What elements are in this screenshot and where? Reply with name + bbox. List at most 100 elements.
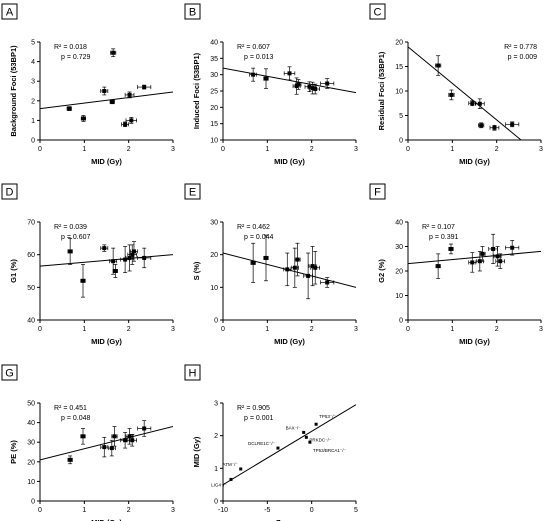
data-point [109, 446, 114, 451]
data-point [510, 122, 515, 127]
panel-letter: G [5, 368, 14, 380]
regression-line [408, 250, 541, 265]
data-point [131, 249, 136, 254]
panel-letter: D [6, 187, 14, 199]
y-tick-label: 30 [210, 72, 218, 79]
regression-line [223, 67, 356, 94]
point-annotation: LIG4⁻/⁻ [211, 482, 227, 487]
x-tick-label: 3 [171, 507, 175, 514]
data-point [436, 63, 441, 68]
y-tick-label: 0 [31, 499, 35, 506]
x-tick-label: 2 [127, 326, 131, 333]
y-tick-label: 30 [395, 244, 403, 251]
x-tick-label: 3 [354, 326, 358, 333]
data-point [308, 440, 312, 444]
y-tick-label: 20 [395, 269, 403, 276]
data-point [325, 81, 330, 86]
data-point [436, 264, 441, 269]
y-axis-label: G1 (%) [9, 259, 18, 283]
data-point [81, 434, 86, 439]
x-tick-label: 1 [82, 507, 86, 514]
y-axis-label: Residual Foci (53BP1) [377, 51, 386, 130]
data-point [142, 85, 147, 90]
x-tick-label: 2 [495, 326, 499, 333]
point-annotation: TP53/BRCA1⁻/⁻ [313, 448, 347, 453]
y-tick-label: 0 [399, 138, 403, 145]
y-tick-label: 40 [395, 220, 403, 227]
p-value-label: p = 0.048 [61, 415, 90, 422]
data-point [251, 72, 256, 77]
point-annotation: DCLRE1C⁻/⁻ [248, 441, 276, 446]
data-point [325, 280, 330, 285]
y-axis-label: Induced Foci (53BP1) [192, 52, 201, 129]
x-axis-label: MID (Gy) [459, 337, 490, 346]
data-point [112, 434, 117, 439]
panel-letter-box [1, 183, 18, 200]
x-axis-label: MID (Gy) [91, 157, 122, 166]
data-point [285, 267, 290, 272]
data-point [477, 259, 482, 264]
panel-b: B 0 1 2 3 10 15 20 25 30 35 40 MID (Gy) Induced Foci … [184, 3, 358, 166]
p-value-label: p = 0.391 [429, 234, 458, 241]
y-tick-label: 10 [210, 138, 218, 145]
p-value-label: p = 0.044 [244, 234, 273, 241]
data-point [113, 269, 118, 273]
r-squared-label: R² = 0.607 [237, 44, 270, 51]
regression-line [223, 404, 356, 486]
x-tick-label: 1 [82, 146, 86, 153]
y-tick-label: 70 [27, 220, 35, 227]
y-tick-label: 20 [210, 252, 218, 259]
point-annotation: ATM⁻/⁻ [223, 462, 239, 467]
regression-line [408, 46, 522, 140]
x-tick-label: 1 [265, 146, 269, 153]
y-tick-label: 10 [210, 285, 218, 292]
data-point [492, 125, 497, 130]
data-point [130, 438, 135, 443]
x-axis-label: MID (Gy) [274, 337, 305, 346]
y-axis-label: Background Foci (53BP1) [9, 45, 18, 137]
point-annotation: TP53⁻/⁻ [319, 414, 336, 419]
x-tick-label: 2 [495, 146, 499, 153]
y-tick-label: 15 [395, 64, 403, 71]
y-tick-label: 30 [210, 220, 218, 227]
panel-h: H -10 -5 0 5 0 1 2 3 Z-score MID (Gy) R² = 0.905 p =… [184, 364, 358, 521]
x-tick-label: 1 [265, 326, 269, 333]
y-axis-label: PE (%) [9, 440, 18, 464]
panel-letter-box [184, 364, 201, 381]
y-tick-label: 2 [31, 98, 35, 105]
data-point [495, 254, 500, 259]
data-point [498, 259, 503, 264]
data-point [310, 264, 315, 269]
x-tick-label: 0 [221, 326, 225, 333]
panel-a: A 0 1 2 3 0 1 2 3 4 5 MID (Gy) Background Foci (53BP… [1, 3, 175, 166]
data-point [81, 116, 86, 121]
data-point [67, 106, 72, 111]
y-tick-label: 50 [27, 285, 35, 292]
data-point [276, 446, 280, 450]
data-point [313, 87, 318, 92]
data-point [313, 265, 318, 270]
y-tick-label: 1 [214, 466, 218, 473]
y-tick-label: 2 [214, 433, 218, 440]
y-tick-label: 35 [210, 56, 218, 63]
y-tick-label: 20 [27, 459, 35, 466]
y-tick-label: 4 [31, 59, 35, 66]
y-tick-label: 40 [27, 318, 35, 325]
y-tick-label: 5 [31, 40, 35, 47]
data-point [111, 259, 116, 264]
r-squared-label: R² = 0.039 [54, 224, 87, 231]
x-tick-label: 3 [539, 326, 543, 333]
panel-g: G012301020304050MID (Gy)PE (%)R² = 0.451… [1, 364, 175, 521]
regression-line [40, 426, 173, 461]
data-point [304, 435, 308, 439]
y-tick-label: 20 [210, 105, 218, 112]
r-squared-label: R² = 0.778 [504, 44, 537, 51]
r-squared-label: R² = 0.107 [422, 224, 455, 231]
y-tick-label: 50 [27, 401, 35, 408]
panel-letter: F [374, 187, 381, 199]
data-point [68, 249, 73, 254]
x-axis-label: MID (Gy) [274, 157, 305, 166]
x-axis-label: MID (Gy) [91, 337, 122, 346]
